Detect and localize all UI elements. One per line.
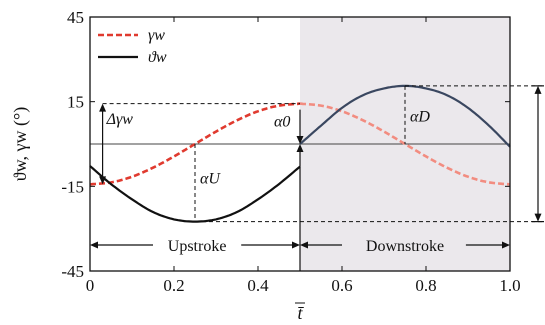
x-tick-label: 1.0 xyxy=(499,276,520,295)
x-tick-label: 0.8 xyxy=(415,276,436,295)
legend: γw ϑw xyxy=(98,27,167,66)
label-alpha0: α0 xyxy=(274,114,290,131)
y-tick-label: 45 xyxy=(67,8,84,27)
y-tick-label: -15 xyxy=(61,177,84,196)
label-alphaU: αU xyxy=(200,171,221,188)
x-tick-label: 0.6 xyxy=(331,276,352,295)
legend-label-theta: ϑw xyxy=(148,49,167,66)
label-delta-gamma: Δγw xyxy=(106,111,134,128)
x-axis-title: t̄ xyxy=(297,303,304,323)
delta-alpha-arrowhead-top xyxy=(535,86,542,94)
x-tick-label: 0.2 xyxy=(163,276,184,295)
x-tick-label: 0.4 xyxy=(247,276,269,295)
upstroke-arrowhead-left xyxy=(90,242,98,249)
label-upstroke: Upstroke xyxy=(168,238,227,255)
delta-gamma-arrowhead-top xyxy=(99,104,106,112)
legend-label-gamma: γw xyxy=(148,27,165,44)
label-alphaD: αD xyxy=(410,108,430,125)
y-axis-title: ϑw, γw (°) xyxy=(10,107,31,181)
x-tick-label: 0 xyxy=(86,276,95,295)
label-downstroke: Downstroke xyxy=(366,238,444,255)
delta-alpha-arrowhead-bottom xyxy=(535,214,542,222)
upstroke-arrowhead-right xyxy=(292,242,300,249)
y-tick-label: -45 xyxy=(61,262,84,281)
y-tick-label: 15 xyxy=(67,93,84,112)
